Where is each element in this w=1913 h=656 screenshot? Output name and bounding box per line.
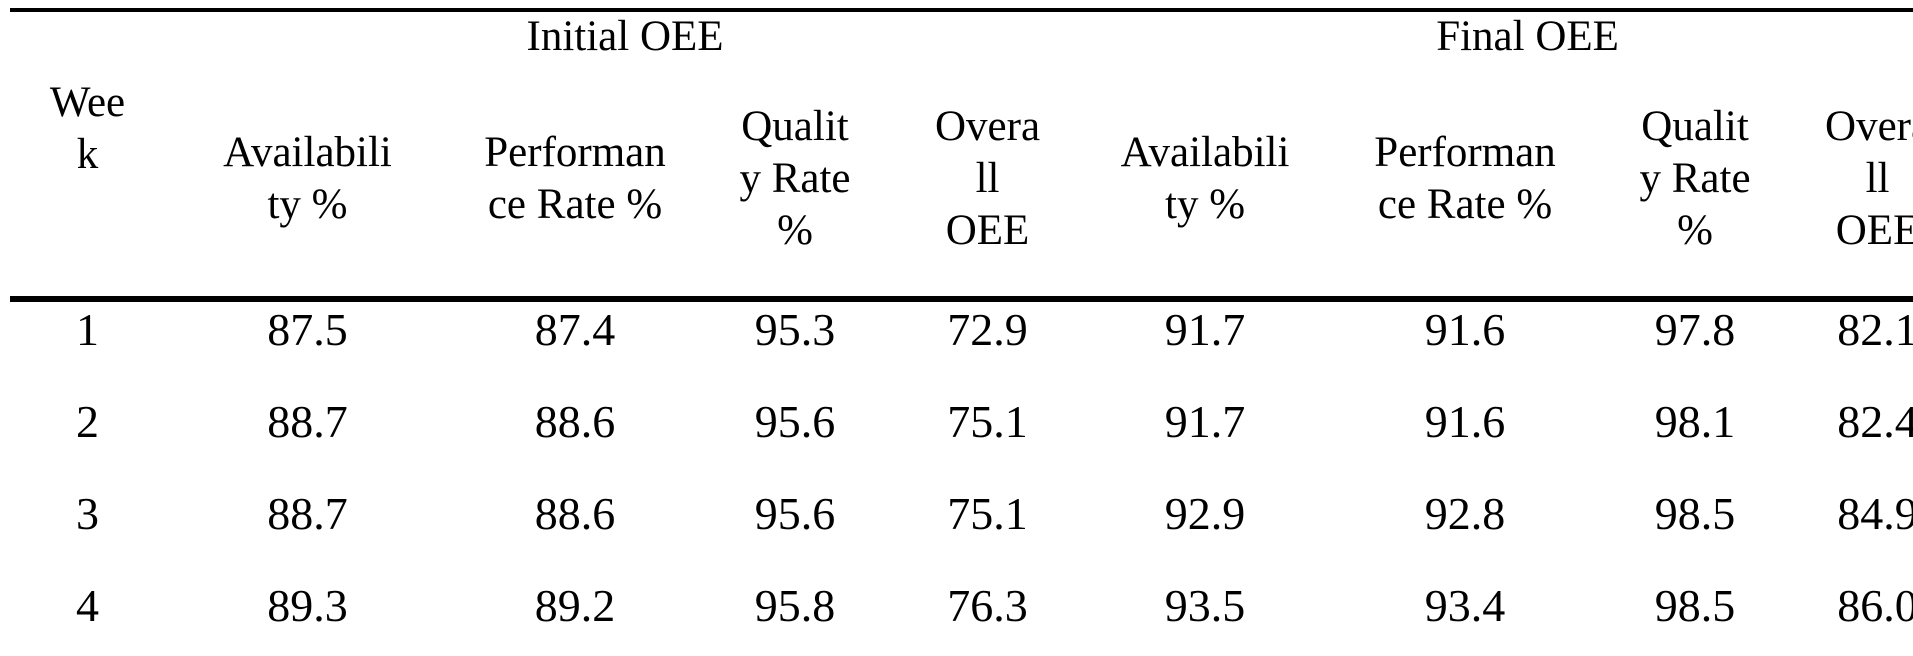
cell-initial-quality-rate: 95.8 [754, 580, 836, 631]
cell-final-quality-rate: 98.1 [1654, 396, 1736, 447]
cell-initial-overall-oee: 75.1 [947, 488, 1028, 539]
cell-final-performance-rate: 91.6 [1424, 396, 1506, 447]
cell-final-performance-rate: 92.8 [1424, 488, 1506, 539]
cell-final-availability: 93.5 [1164, 580, 1246, 631]
cell-initial-availability: 87.5 [267, 304, 348, 355]
group-header-row: Wee k Initial OEE Final OEE [10, 10, 1913, 178]
cell-final-overall-oee: 82.1 [1837, 304, 1913, 355]
table-row-week-2: 2 88.7 88.6 95.6 75.1 91.7 91.6 98.1 82.… [10, 394, 1913, 486]
cell-final-overall-oee: 86.0 [1837, 580, 1913, 631]
cell-initial-performance-rate: 87.4 [534, 304, 616, 355]
cell-initial-overall-oee: 75.1 [947, 396, 1028, 447]
table-row-week-4: 4 89.3 89.2 95.8 76.3 93.5 93.4 98.5 86.… [10, 578, 1913, 656]
col-header-week: Wee k [49, 79, 126, 178]
cell-initial-overall-oee: 76.3 [947, 580, 1028, 631]
cell-initial-availability: 88.7 [267, 396, 348, 447]
cell-initial-quality-rate: 95.6 [754, 396, 836, 447]
table-header: Wee k Initial OEE Final OEE Availabili t… [10, 10, 1913, 299]
group-header-initial-oee: Initial OEE [526, 13, 724, 60]
cell-final-availability: 91.7 [1164, 396, 1246, 447]
col-header-initial-overall-oee: Overa ll OEE [934, 103, 1041, 254]
cell-final-overall-oee: 84.9 [1837, 488, 1913, 539]
group-header-final-oee: Final OEE [1436, 13, 1619, 60]
col-header-final-overall-oee: Overa ll OEE [1825, 103, 1913, 254]
cell-final-quality-rate: 98.5 [1654, 488, 1736, 539]
cell-final-availability: 92.9 [1164, 488, 1246, 539]
col-header-initial-availability: Availabili ty % [223, 129, 392, 228]
cell-week: 3 [76, 488, 99, 539]
cell-week: 4 [76, 580, 99, 631]
col-header-final-performance-rate: Performan ce Rate % [1374, 129, 1556, 228]
cell-initial-performance-rate: 88.6 [534, 488, 616, 539]
cell-initial-overall-oee: 72.9 [947, 304, 1028, 355]
table-row-week-1: 1 87.5 87.4 95.3 72.9 91.7 91.6 97.8 82.… [10, 299, 1913, 394]
cell-week: 2 [76, 396, 99, 447]
cell-initial-quality-rate: 95.6 [754, 488, 836, 539]
cell-final-performance-rate: 91.6 [1424, 304, 1506, 355]
cell-initial-availability: 88.7 [267, 488, 348, 539]
cell-final-quality-rate: 98.5 [1654, 580, 1736, 631]
col-header-final-availability: Availabili ty % [1120, 129, 1290, 228]
col-header-final-quality-rate: Qualit y Rate % [1639, 103, 1751, 254]
col-header-initial-performance-rate: Performan ce Rate % [484, 129, 666, 228]
cell-final-quality-rate: 97.8 [1654, 304, 1736, 355]
cell-final-performance-rate: 93.4 [1424, 580, 1506, 631]
cell-final-availability: 91.7 [1164, 304, 1246, 355]
cell-initial-performance-rate: 89.2 [534, 580, 616, 631]
col-header-initial-quality-rate: Qualit y Rate % [739, 103, 851, 254]
cell-initial-quality-rate: 95.3 [754, 304, 836, 355]
cell-initial-performance-rate: 88.6 [534, 396, 616, 447]
cell-initial-availability: 89.3 [267, 580, 348, 631]
cell-final-overall-oee: 82.4 [1837, 396, 1913, 447]
table-row-week-3: 3 88.7 88.6 95.6 75.1 92.9 92.8 98.5 84.… [10, 486, 1913, 578]
cell-week: 1 [76, 304, 99, 355]
column-header-row: Availabili ty % Performan ce Rate % Qual… [10, 62, 1913, 299]
table-body: 1 87.5 87.4 95.3 72.9 91.7 91.6 97.8 82.… [10, 299, 1913, 656]
oee-table: Wee k Initial OEE Final OEE Availabili t… [10, 8, 1913, 656]
